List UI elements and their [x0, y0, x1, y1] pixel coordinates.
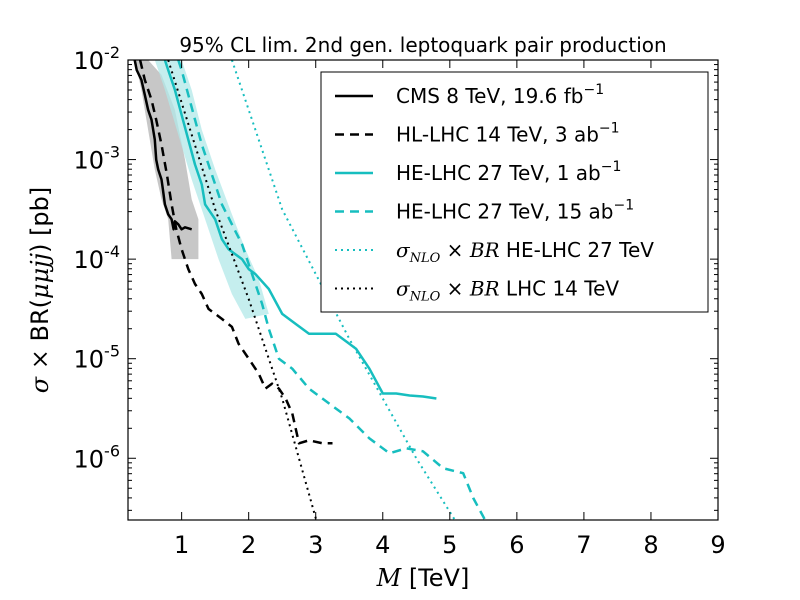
- legend-box: [320, 71, 709, 313]
- legend-entries: CMS 8 TeV, 19.6 fb−1 HL-LHC 14 TeV, 3 ab−…: [335, 82, 654, 305]
- band-0: [134, 60, 199, 260]
- x-tick-label: 9: [710, 531, 725, 559]
- x-axis: 1 2 3 4 5 6 7 8 9: [174, 60, 726, 559]
- x-tick-label: 6: [509, 531, 524, 559]
- legend-label-helhc27_15: HE-LHC 27 TeV, 15 ab−1: [396, 198, 634, 224]
- x-tick-label: 2: [241, 531, 256, 559]
- chart-title: 95% CL lim. 2nd gen. leptoquark pair pro…: [179, 33, 666, 57]
- x-tick-label: 8: [643, 531, 658, 559]
- x-tick-label: 1: [174, 531, 189, 559]
- y-tick-label: 10-4: [74, 242, 121, 274]
- y-axis-pre: σ ×: [26, 342, 54, 394]
- x-axis-unit: [TeV]: [401, 564, 469, 592]
- x-tick-label: 7: [576, 531, 591, 559]
- series-helhc27_15: [177, 60, 487, 520]
- y-axis-br: BR(: [26, 299, 54, 342]
- plot-frame: [127, 59, 719, 521]
- legend-label-hllhc14: HL-LHC 14 TeV, 3 ab−1: [396, 121, 620, 147]
- y-tick-label: 10-6: [74, 441, 121, 473]
- y-axis-title: σ × BR(μμjj) [pb]: [26, 187, 54, 394]
- y-axis: 10-2 10-3 10-4 10-5 10-6: [74, 43, 718, 511]
- series-helhc27_1: [163, 60, 437, 400]
- x-tick-label: 4: [375, 531, 390, 559]
- y-tick-label: 10-2: [74, 43, 121, 75]
- x-tick-label: 3: [308, 531, 323, 559]
- series-lines: [133, 60, 487, 520]
- y-axis-post: ) [pb]: [26, 187, 54, 253]
- legend-label-xsec14: σNLO × BR LHC 14 TeV: [396, 277, 619, 305]
- legend: CMS 8 TeV, 19.6 fb−1 HL-LHC 14 TeV, 3 ab−…: [320, 71, 709, 313]
- legend-label-cms8: CMS 8 TeV, 19.6 fb−1: [396, 82, 604, 108]
- x-axis-title: M [TeV]: [376, 564, 470, 592]
- series-hllhc14: [138, 60, 333, 445]
- y-axis-arg: μμjj: [26, 252, 54, 299]
- series-cms8: [133, 60, 193, 231]
- legend-label-helhc27_1: HE-LHC 27 TeV, 1 ab−1: [396, 159, 621, 185]
- x-tick-label: 5: [442, 531, 457, 559]
- y-tick-label: 10-3: [74, 143, 121, 175]
- x-axis-var: M: [376, 564, 403, 592]
- y-tick-label: 10-5: [74, 342, 121, 374]
- legend-label-xsec27: σNLO × BR HE-LHC 27 TeV: [396, 238, 654, 266]
